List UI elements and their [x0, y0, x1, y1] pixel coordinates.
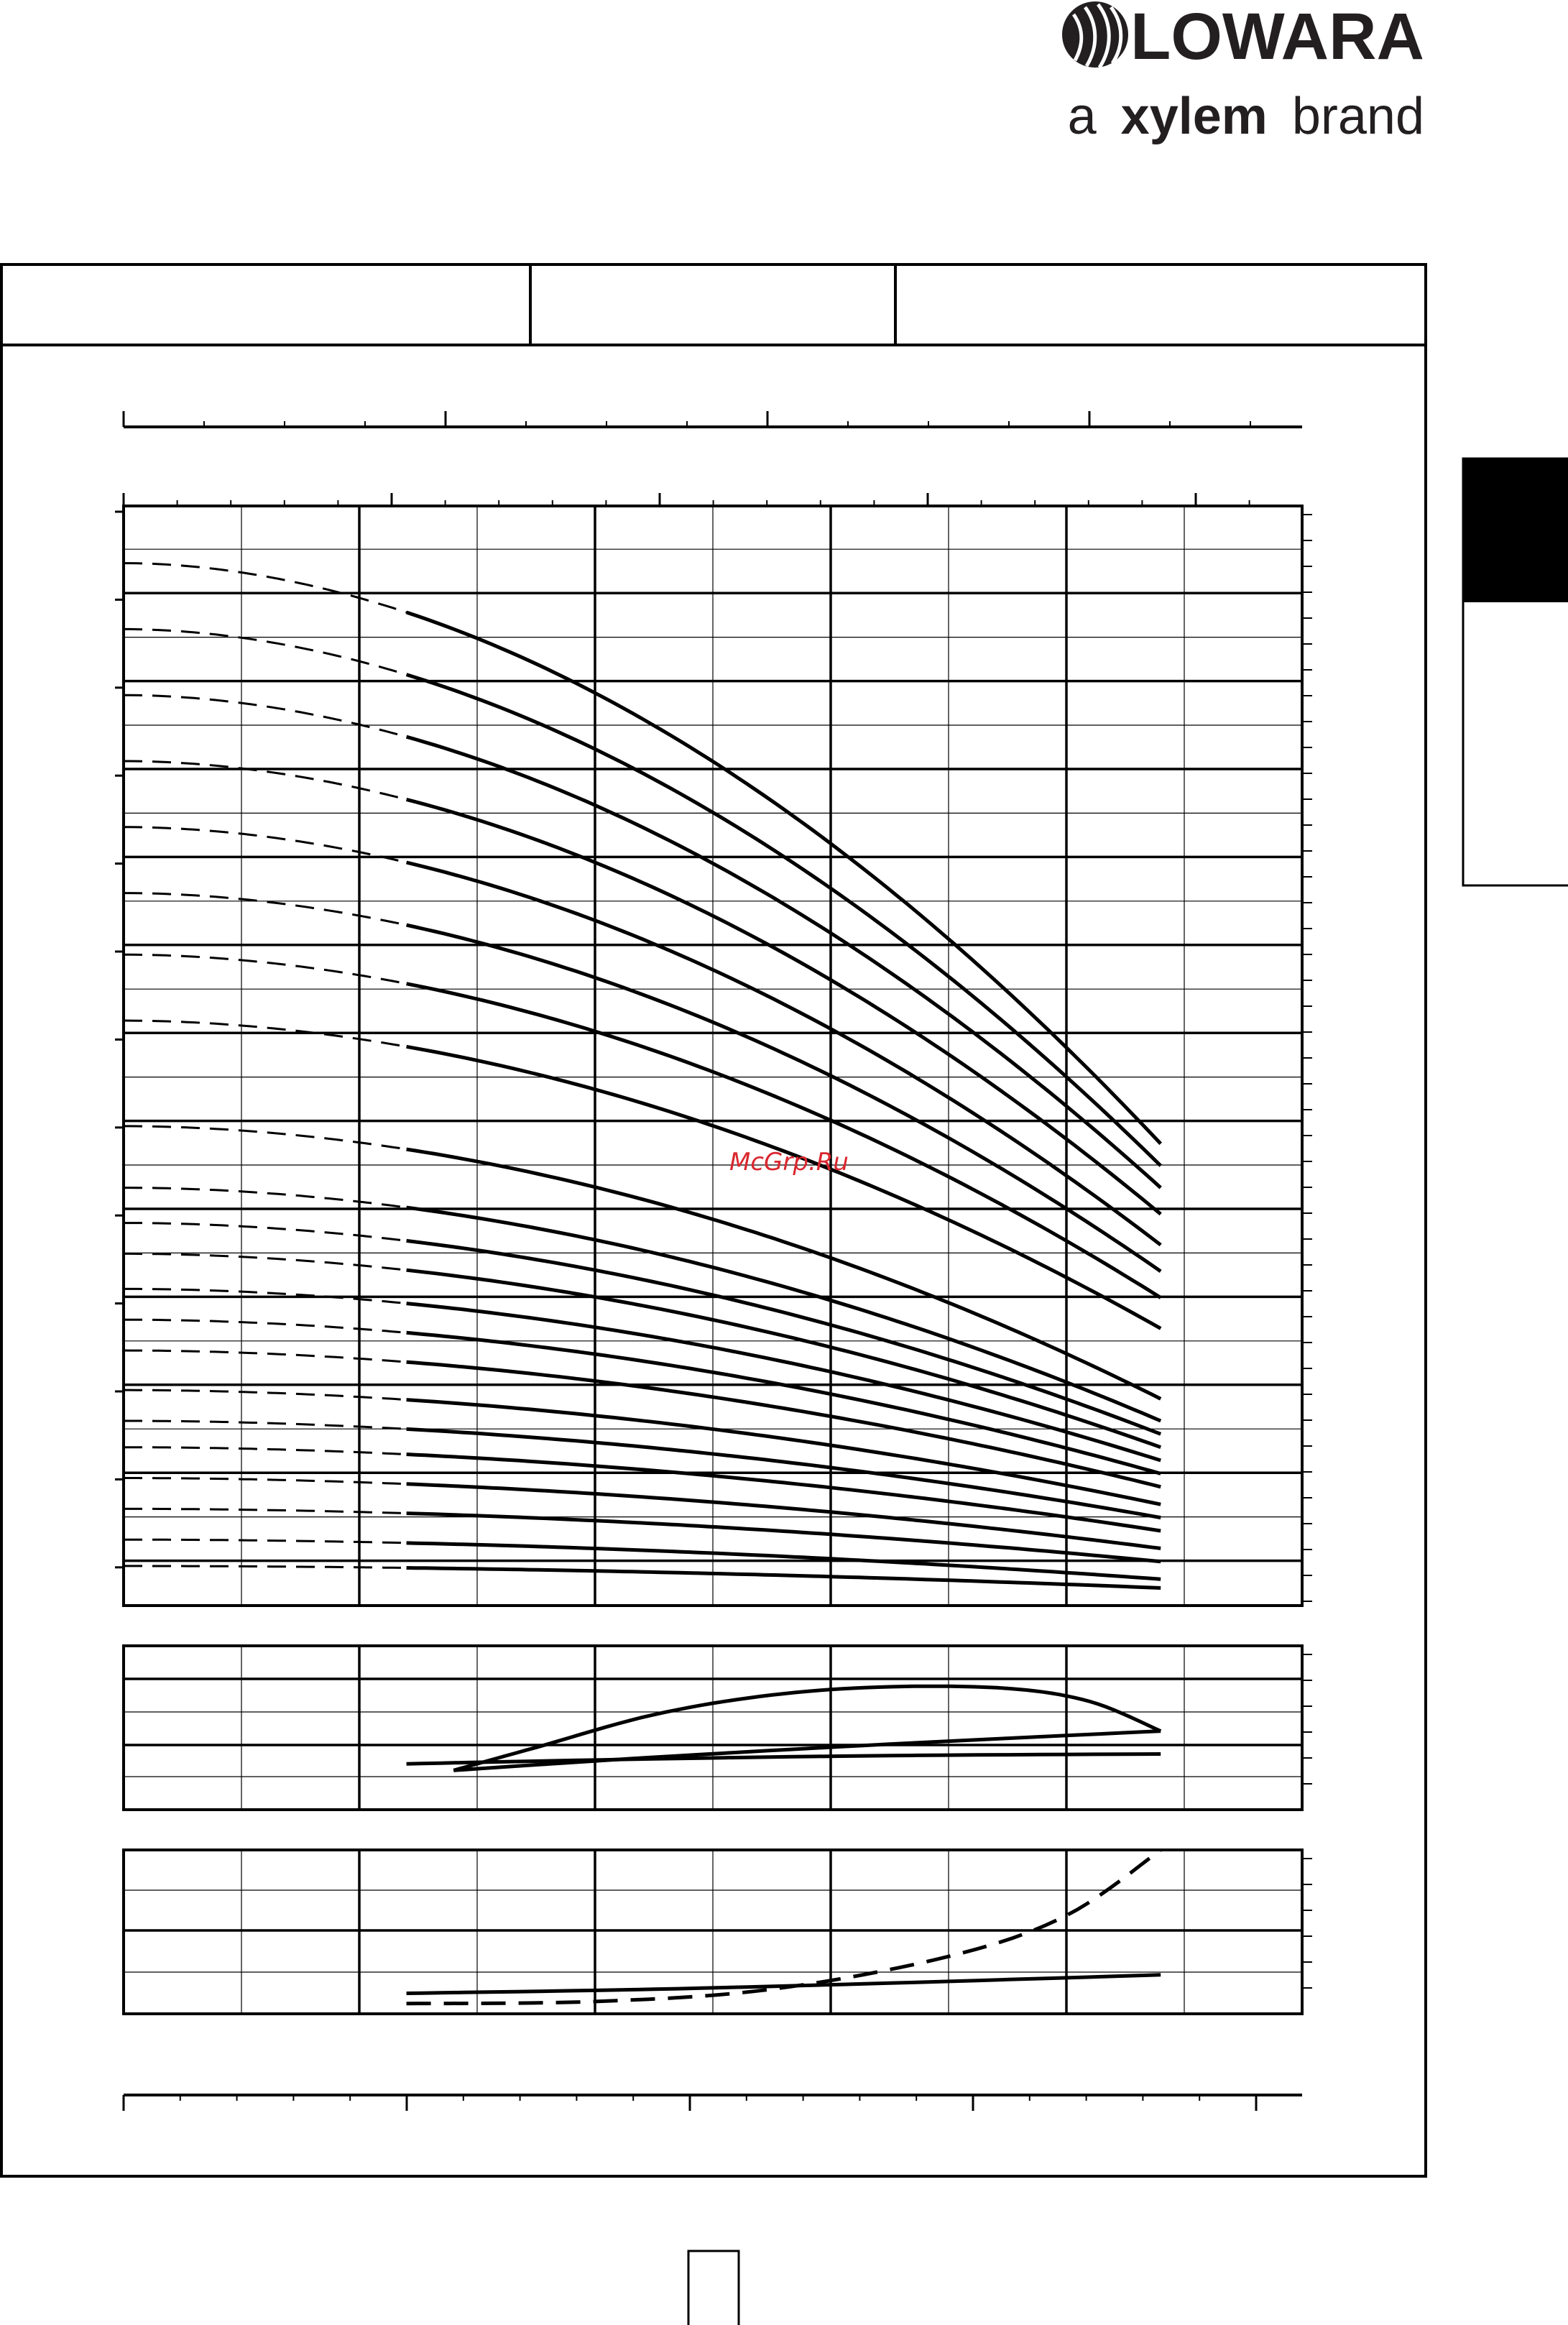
- side-tab: [1462, 457, 1568, 887]
- chart-frame: [0, 263, 1427, 2178]
- head-curve-21-low-flow: [124, 1538, 407, 1544]
- head-curve-19-low-flow: [124, 1477, 407, 1486]
- head-curve-7: [406, 982, 1162, 1299]
- head-curve-7-low-flow: [123, 953, 407, 985]
- head-curve-14-low-flow: [124, 1318, 407, 1334]
- lowara-swirl-icon: [1062, 1, 1128, 69]
- efficiency-grid: [122, 1646, 1312, 1810]
- second-scale: [122, 493, 1250, 506]
- head-curve-2-low-flow: [124, 627, 407, 676]
- head-curve-8: [406, 1044, 1162, 1330]
- head-curve-3-low-flow: [124, 694, 407, 738]
- head-curve-10: [406, 1205, 1162, 1423]
- head-curve-6-low-flow: [124, 892, 407, 926]
- head-curve-20-low-flow: [124, 1507, 407, 1515]
- power-curve-1: [406, 1973, 1161, 1995]
- efficiency-curves: [406, 1684, 1162, 1772]
- page-number-box: [687, 2250, 740, 2325]
- head-curve-20: [406, 1511, 1161, 1564]
- head-curve-10-low-flow: [124, 1187, 407, 1209]
- head-curve-4-low-flow: [124, 760, 407, 801]
- head-curve-16-low-flow: [124, 1389, 407, 1401]
- head-curve-2: [405, 673, 1162, 1167]
- power-curves: [406, 1848, 1162, 2006]
- efficiency-panel: [122, 1644, 1312, 1811]
- head-curve-21: [406, 1541, 1161, 1581]
- efficiency-curve-2: [453, 1729, 1161, 1772]
- head-curve-16: [406, 1398, 1161, 1506]
- head-curve-5: [406, 860, 1162, 1247]
- bottom-scale: [122, 2094, 1302, 2111]
- head-curve-9-low-flow: [124, 1125, 407, 1151]
- head-curve-13: [406, 1302, 1161, 1463]
- head-curve-6: [406, 923, 1162, 1273]
- head-curve-22-low-flow: [124, 1565, 407, 1569]
- head-curve-4: [405, 797, 1162, 1216]
- head-curve-8-low-flow: [123, 1019, 407, 1048]
- brand-tagline: a xylem brand: [1068, 88, 1424, 145]
- head-curve-panel: [115, 505, 1312, 1607]
- head-curve-15: [406, 1360, 1161, 1489]
- power-curve-2: [406, 1848, 1162, 2006]
- efficiency-curve-3: [406, 1752, 1161, 1766]
- head-curve-13-low-flow: [124, 1287, 407, 1305]
- watermark: McGrp.Ru: [729, 1148, 849, 1177]
- tagline-suffix: brand: [1292, 88, 1424, 145]
- efficiency-curve-1: [453, 1684, 1162, 1772]
- brand-name: LOWARA: [1130, 0, 1424, 73]
- head-curve-22: [406, 1566, 1161, 1590]
- tagline-prefix: a: [1068, 88, 1097, 145]
- head-curve-11-low-flow: [124, 1222, 407, 1242]
- head-curve-12-low-flow: [124, 1252, 407, 1271]
- head-curve-18: [406, 1452, 1161, 1533]
- head-grid: [115, 506, 1312, 1606]
- brand-logo: LOWARA a xylem brand: [1062, 0, 1424, 145]
- head-curve-12: [406, 1268, 1162, 1450]
- head-curve-17-low-flow: [124, 1419, 407, 1430]
- head-curves: [123, 562, 1163, 1590]
- head-curve-1: [405, 610, 1163, 1146]
- top-scale: [122, 411, 1302, 428]
- side-tab-marker: [1463, 459, 1568, 602]
- head-curve-14: [406, 1330, 1161, 1475]
- power-grid: [122, 1850, 1312, 2014]
- head-curve-1-low-flow: [124, 562, 407, 614]
- head-curve-5-low-flow: [124, 826, 407, 864]
- head-curve-9: [406, 1147, 1162, 1401]
- head-curve-19: [406, 1482, 1161, 1550]
- head-curve-3: [405, 735, 1162, 1189]
- tagline-mark: xylem: [1121, 88, 1268, 145]
- head-curve-11: [406, 1238, 1162, 1436]
- head-curve-18-low-flow: [124, 1446, 407, 1455]
- power-panel: [122, 1848, 1312, 2015]
- head-curve-17: [406, 1427, 1161, 1520]
- head-curve-15-low-flow: [123, 1349, 407, 1363]
